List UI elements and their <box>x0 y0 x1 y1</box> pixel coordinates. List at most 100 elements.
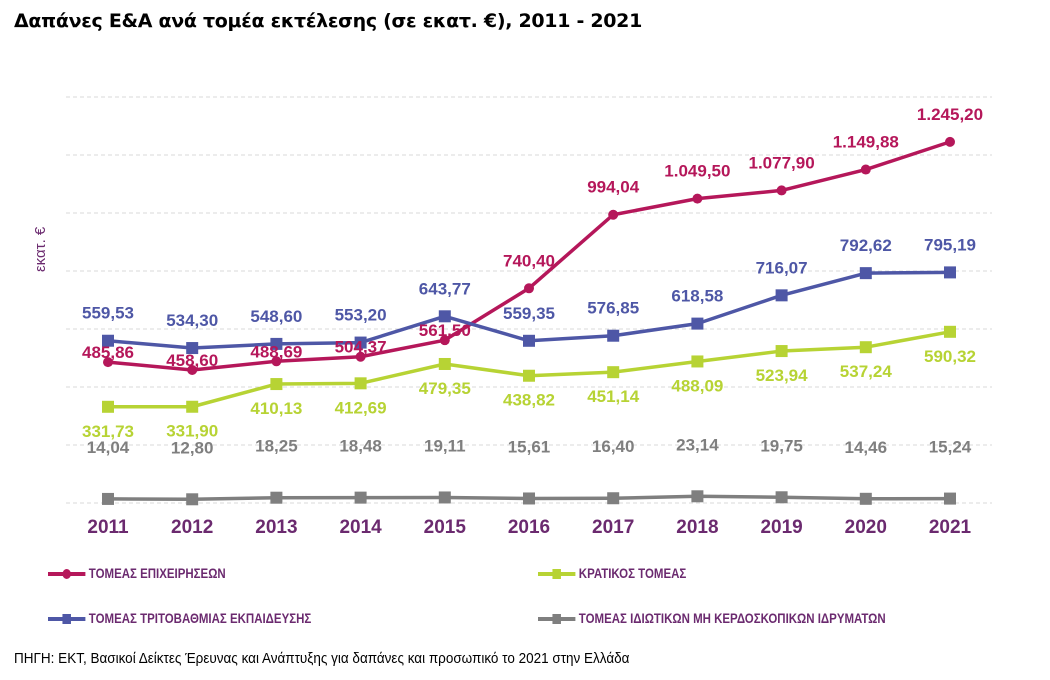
x-tick-label: 2015 <box>424 517 467 538</box>
data-point <box>271 356 282 367</box>
data-label: 19,75 <box>760 436 803 455</box>
chart-title: Δαπάνες Ε&Α ανά τομέα εκτέλεσης (σε εκατ… <box>14 10 643 32</box>
data-point <box>944 266 956 279</box>
legend-swatch <box>538 613 576 624</box>
data-point <box>186 400 199 413</box>
data-label: 553,20 <box>335 306 387 325</box>
data-point <box>270 378 283 391</box>
x-tick-label: 2016 <box>508 517 550 538</box>
data-label: 1.245,20 <box>917 105 983 124</box>
data-point <box>607 492 620 505</box>
data-point <box>859 492 872 505</box>
data-point <box>691 317 704 330</box>
data-point <box>607 329 620 342</box>
data-point <box>944 492 956 505</box>
data-label: 331,73 <box>82 422 134 441</box>
data-label: 618,58 <box>671 287 723 306</box>
legend-item-nonprofit: ΤΟΜΕΑΣ ΙΔΙΩΤΙΚΩΝ ΜΗ ΚΕΡΔΟΣΚΟΠΙΚΩΝ ΙΔΡΥΜΑ… <box>538 611 886 626</box>
data-point <box>186 342 199 355</box>
y-axis-label: εκατ. € <box>32 226 49 272</box>
x-tick-label: 2012 <box>171 517 213 538</box>
data-label: 559,53 <box>82 304 134 323</box>
data-label: 576,85 <box>587 299 639 318</box>
legend-swatch <box>48 568 86 579</box>
data-label: 451,14 <box>587 387 640 406</box>
data-point <box>102 492 114 505</box>
data-point <box>186 493 199 506</box>
data-point <box>523 492 535 505</box>
data-label: 15,24 <box>929 438 972 457</box>
data-point <box>944 325 956 338</box>
x-tick-label: 2020 <box>845 517 887 538</box>
data-label: 716,07 <box>756 258 808 277</box>
data-label: 1.077,90 <box>749 153 815 172</box>
data-label: 488,69 <box>250 342 302 361</box>
data-label: 740,40 <box>503 251 555 270</box>
data-point <box>354 336 367 349</box>
data-point <box>860 164 871 175</box>
data-point <box>187 365 198 376</box>
legend-label: ΚΡΑΤΙΚΟΣ ΤΟΜΕΑΣ <box>578 566 687 581</box>
data-label: 994,04 <box>587 178 640 197</box>
data-label: 534,30 <box>166 311 218 330</box>
data-point <box>607 366 620 379</box>
data-point <box>438 491 451 504</box>
data-point <box>102 400 114 413</box>
data-label: 504,37 <box>335 338 387 357</box>
data-label: 23,14 <box>676 435 719 454</box>
data-point <box>775 289 788 302</box>
data-label: 18,25 <box>255 437 298 456</box>
data-label: 643,77 <box>419 279 471 298</box>
data-label: 795,19 <box>924 235 976 254</box>
data-label: 559,35 <box>503 304 555 323</box>
data-point <box>102 334 114 347</box>
data-label: 479,35 <box>419 379 471 398</box>
legend-label: ΤΟΜΕΑΣ ΕΠΙΧΕΙΡΗΣΕΩΝ <box>88 566 226 581</box>
legend-item-business: ΤΟΜΕΑΣ ΕΠΙΧΕΙΡΗΣΕΩΝ <box>48 566 226 581</box>
x-tick-label: 2019 <box>760 517 802 538</box>
data-point <box>775 491 788 504</box>
data-label: 458,60 <box>166 351 218 370</box>
data-label: 412,69 <box>335 398 387 417</box>
data-label: 14,46 <box>845 438 888 457</box>
data-point <box>691 490 704 503</box>
data-label: 548,60 <box>250 307 302 326</box>
legend-label: ΤΟΜΕΑΣ ΤΡΙΤΟΒΑΘΜΙΑΣ ΕΚΠΑΙΔΕΥΣΗΣ <box>88 611 312 626</box>
data-label: 19,11 <box>424 436 466 455</box>
legend-label: ΤΟΜΕΑΣ ΙΔΙΩΤΙΚΩΝ ΜΗ ΚΕΡΔΟΣΚΟΠΙΚΩΝ ΙΔΡΥΜΑ… <box>578 611 886 626</box>
data-point <box>692 193 703 204</box>
data-label: 15,61 <box>508 437 551 456</box>
x-tick-label: 2021 <box>929 517 972 538</box>
data-label: 590,32 <box>924 347 976 366</box>
legend-swatch <box>538 568 576 579</box>
data-label: 485,86 <box>82 343 134 362</box>
data-label: 438,82 <box>503 391 555 410</box>
data-label: 1.049,50 <box>664 162 730 181</box>
data-point <box>524 283 534 294</box>
x-tick-label: 2018 <box>676 517 718 538</box>
data-point <box>776 185 787 196</box>
data-point <box>691 355 704 368</box>
data-label: 537,24 <box>840 362 893 381</box>
data-point <box>439 335 450 346</box>
data-label: 523,94 <box>756 366 809 385</box>
data-point <box>270 337 283 350</box>
data-point <box>859 267 872 280</box>
data-point <box>608 209 619 220</box>
data-label: 792,62 <box>840 236 892 255</box>
data-point <box>354 377 367 390</box>
legend-swatch <box>48 613 86 624</box>
legend-item-government: ΚΡΑΤΙΚΟΣ ΤΟΜΕΑΣ <box>538 566 686 581</box>
data-label: 18,48 <box>339 437 382 456</box>
source-note: ΠΗΓΗ: ΕΚΤ, Βασικοί Δείκτες Έρευνας και Α… <box>14 650 630 667</box>
x-tick-label: 2014 <box>339 517 382 538</box>
x-tick-label: 2013 <box>255 517 297 538</box>
data-label: 488,09 <box>671 376 723 395</box>
data-point <box>523 369 535 382</box>
data-point <box>523 334 535 347</box>
data-point <box>270 491 283 504</box>
data-label: 561,50 <box>419 321 471 340</box>
data-point <box>354 491 367 504</box>
